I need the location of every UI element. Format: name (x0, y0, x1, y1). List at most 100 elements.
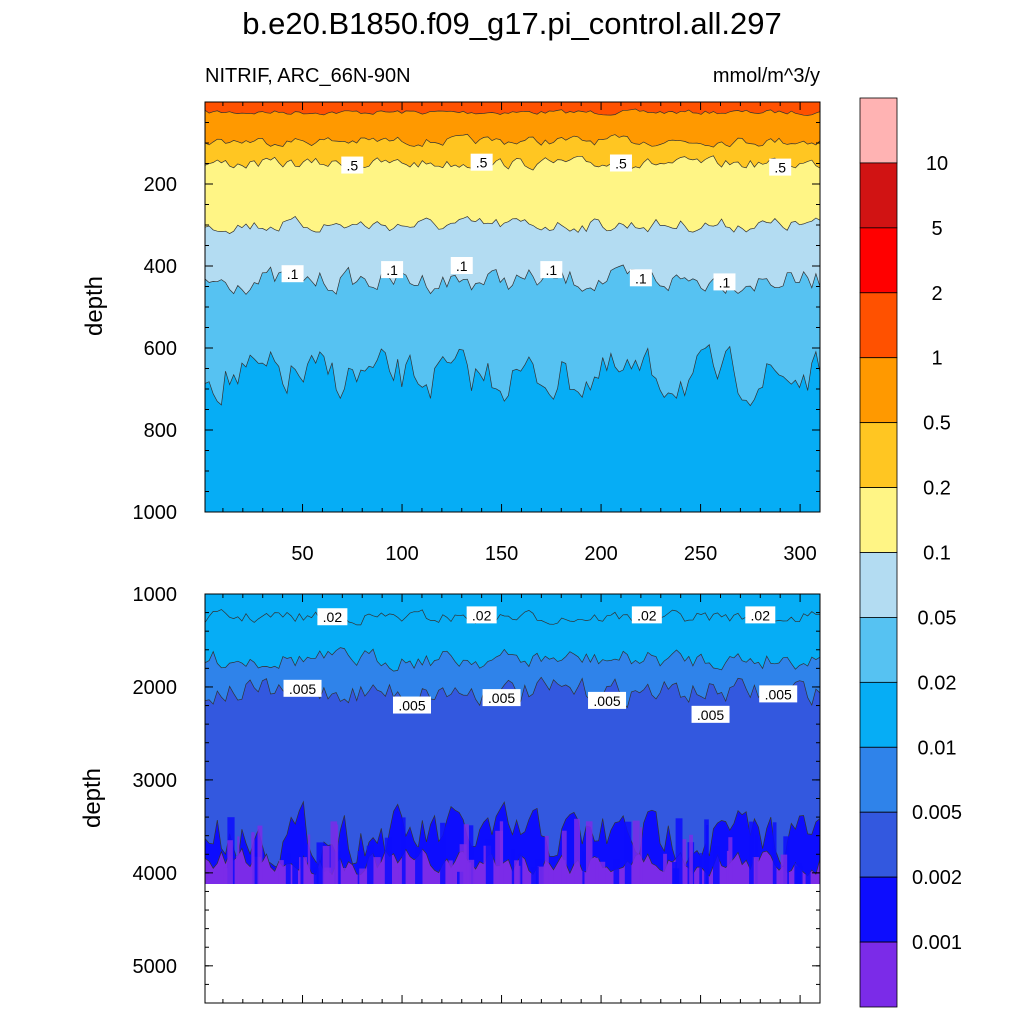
svg-text:.5: .5 (476, 155, 488, 171)
colorbar-swatch (859, 617, 898, 683)
x-tick-label: 250 (684, 543, 717, 565)
colorbar-label: 0.01 (918, 737, 957, 759)
colorbar-swatch (859, 227, 898, 294)
bottom-deep-patch (689, 834, 693, 884)
bottom-contour-label: .005 (691, 705, 730, 723)
top-contour-band (205, 344, 820, 512)
bottom-deep-patch (613, 859, 620, 885)
colorbar-swatch (859, 292, 898, 359)
colorbar-swatch (859, 746, 898, 813)
x-tick-label: 300 (783, 543, 816, 565)
colorbar-label: 0.5 (923, 413, 951, 435)
bottom-deep-patch (223, 867, 228, 884)
bottom-deep-patch (292, 862, 298, 884)
bottom-deep-patch (640, 827, 643, 884)
svg-text:.02: .02 (751, 607, 771, 623)
bottom-deep-patch (330, 821, 338, 885)
bottom-deep-patch (699, 853, 702, 884)
bottom-deep-patch (553, 870, 562, 884)
colorbar-swatch (859, 876, 898, 943)
colorbar-swatch (859, 357, 898, 424)
svg-text:4000: 4000 (133, 863, 178, 885)
x-tick-label: 100 (385, 543, 418, 565)
colorbar: 10 5 2 1 0.5 0.2 0.1 0.05 0.02 0.01 0.005 0.002 0.00… (859, 97, 962, 1008)
bottom-deep-patch (544, 835, 549, 884)
bottom-deep-patch (517, 865, 521, 884)
bottom-deep-patch (252, 853, 260, 884)
bottom-deep-patch (772, 822, 777, 885)
bottom-contour-label: .005 (759, 685, 798, 703)
bottom-deep-patch (357, 850, 360, 884)
bottom-deep-patch (465, 862, 471, 884)
colorbar-swatch (859, 941, 898, 1008)
bottom-deep-patch (518, 853, 523, 884)
svg-text:1000: 1000 (133, 584, 178, 606)
bottom-contour-label: .005 (588, 691, 627, 709)
bottom-deep-patch (384, 837, 392, 884)
bottom-contour-label: .02 (317, 608, 348, 626)
bottom-deep-patch (373, 857, 381, 885)
bottom-deep-patch (704, 819, 709, 884)
colorbar-swatch (859, 97, 898, 164)
top-contour-label: .1 (381, 261, 404, 279)
bottom-y-tick: 5000 (133, 956, 820, 978)
colorbar-label: 5 (931, 218, 942, 240)
top-contour-label: .1 (540, 261, 563, 279)
colorbar-swatch (859, 162, 898, 229)
colorbar-swatch (859, 681, 898, 748)
bottom-deep-patch (316, 842, 325, 884)
top-contour-label: .5 (341, 156, 364, 174)
bottom-deep-patch (582, 851, 585, 885)
bottom-deep-patch (728, 837, 733, 885)
top-contour-label: .5 (470, 153, 493, 171)
bottom-contour-label: .02 (466, 606, 497, 624)
colorbar-label: 0.001 (912, 932, 962, 954)
svg-text:.005: .005 (488, 690, 515, 706)
bottom-deep-patch (749, 821, 754, 884)
bottom-deep-patch (313, 867, 319, 884)
top-contour-label: .5 (609, 154, 632, 172)
colorbar-label: 0.1 (923, 543, 951, 565)
bottom-deep-patch (237, 836, 240, 884)
top-contour-label: .1 (281, 265, 304, 283)
colorbar-label: 10 (926, 153, 948, 175)
bottom-deep-patch (251, 832, 255, 884)
svg-text:.1: .1 (545, 262, 557, 278)
svg-text:.02: .02 (323, 609, 343, 625)
svg-text:.5: .5 (774, 160, 786, 176)
bottom-deep-patch (499, 821, 504, 885)
bottom-deep-patch (278, 860, 284, 884)
bottom-deep-patch (485, 839, 494, 884)
subtitle-right: mmol/m^3/y (713, 65, 820, 87)
colorbar-label: 1 (931, 348, 942, 370)
svg-text:800: 800 (144, 420, 177, 442)
bottom-ylabel: depth (79, 768, 106, 828)
svg-text:1000: 1000 (133, 502, 178, 524)
svg-text:.005: .005 (593, 693, 620, 709)
bottom-deep-patch (805, 870, 811, 884)
svg-text:.1: .1 (287, 266, 299, 282)
colorbar-label: 0.2 (923, 478, 951, 500)
svg-text:.005: .005 (697, 707, 724, 723)
bottom-deep-patch (537, 866, 546, 884)
colorbar-label: 0.005 (912, 802, 962, 824)
bottom-deep-patch (359, 868, 368, 884)
colorbar-swatch (859, 487, 898, 553)
bottom-deep-patch (663, 853, 667, 884)
svg-text:.5: .5 (346, 158, 358, 174)
bottom-contour-label: .02 (631, 606, 662, 624)
bottom-deep-patch (595, 857, 599, 885)
bottom-deep-patch (495, 830, 503, 885)
bottom-contour-label: .02 (745, 606, 776, 624)
svg-text:600: 600 (144, 338, 177, 360)
bottom-deep-patch (335, 824, 339, 884)
colorbar-label: 0.02 (918, 672, 957, 694)
svg-text:.1: .1 (719, 274, 731, 290)
x-tick-label: 150 (485, 543, 518, 565)
svg-text:.1: .1 (386, 262, 398, 278)
svg-text:200: 200 (144, 174, 177, 196)
bottom-deep-patch (415, 847, 423, 884)
svg-text:.5: .5 (615, 156, 627, 172)
bottom-deep-patch (257, 825, 263, 884)
